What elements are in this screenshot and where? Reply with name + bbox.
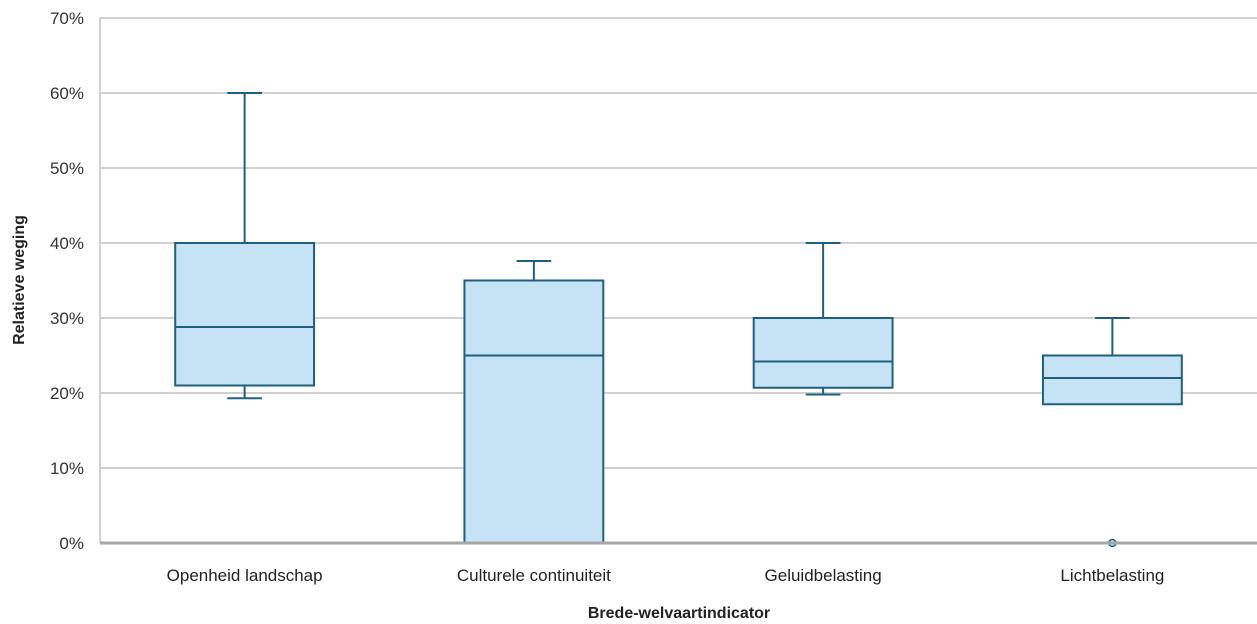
y-tick-label: 60% [50,84,84,103]
box-group [463,260,605,544]
box-group [1041,317,1183,548]
y-axis-title: Relatieve weging [11,215,28,345]
iqr-box [1041,354,1183,406]
y-tick-label: 40% [50,234,84,253]
y-tick-label: 20% [50,384,84,403]
x-category-label: Lichtbelasting [1060,566,1164,585]
x-category-label: Culturele continuiteit [457,566,611,585]
x-axis-title: Brede-welvaartindicator [588,605,770,622]
box-group [174,92,316,400]
y-tick-label: 0% [59,534,84,553]
box-group [752,242,894,396]
x-axis-category-labels: Openheid landschap Culturele continuiteit… [167,566,1165,585]
x-category-label: Openheid landschap [167,566,323,585]
iqr-box [752,317,894,389]
y-tick-label: 30% [50,309,84,328]
y-tick-label: 50% [50,159,84,178]
y-axis-tick-labels: 0% 10% 20% 30% 40% 50% 60% 70% [50,9,84,553]
x-category-label: Geluidbelasting [765,566,882,585]
iqr-box [174,242,316,387]
y-tick-label: 70% [50,9,84,28]
iqr-box [463,279,605,544]
y-tick-label: 10% [50,459,84,478]
boxes [174,92,1183,548]
